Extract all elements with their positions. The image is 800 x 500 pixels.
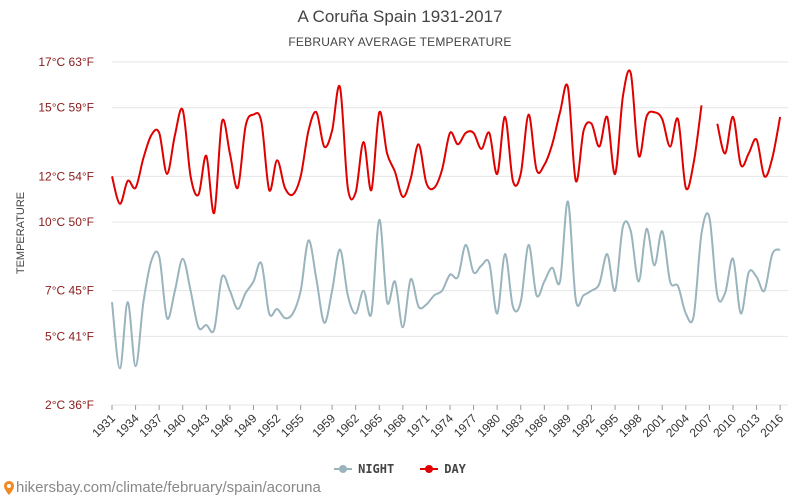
x-tick-label: 1992 xyxy=(569,411,598,440)
y-tick-label: 17°C 63°F xyxy=(38,55,94,69)
legend-day-swatch xyxy=(420,465,439,473)
y-tick-label: 2°C 36°F xyxy=(45,398,94,412)
legend-item-day[interactable]: DAY xyxy=(420,462,466,476)
y-tick-label: 5°C 41°F xyxy=(45,329,94,343)
x-tick-label: 1955 xyxy=(278,411,307,440)
y-axis-label: TEMPERATURE xyxy=(15,192,27,274)
x-tick-label: 1952 xyxy=(254,411,283,440)
x-tick-label: 1980 xyxy=(475,411,504,440)
legend-item-night[interactable]: NIGHT xyxy=(334,462,394,476)
source-link[interactable]: hikersbay.com/climate/february/spain/aco… xyxy=(4,479,321,496)
x-tick-label: 1934 xyxy=(113,411,142,440)
y-axis-ticks: 2°C 36°F 5°C 41°F 7°C 45°F 10°C 50°F 12°C 54… xyxy=(38,55,94,412)
x-tick-label: 1943 xyxy=(184,411,213,440)
y-tick-label: 10°C 50°F xyxy=(38,215,94,229)
y-tick-label: 7°C 45°F xyxy=(45,284,94,298)
legend-night-label: NIGHT xyxy=(358,462,395,476)
x-tick-label: 1949 xyxy=(231,411,260,440)
x-tick-label: 1946 xyxy=(207,411,236,440)
series-line-day xyxy=(716,115,782,178)
x-tick-label: 1962 xyxy=(333,411,362,440)
map-pin-icon xyxy=(4,480,14,495)
series-group xyxy=(111,69,782,370)
legend-night-swatch xyxy=(334,465,353,473)
x-tick-label: 2016 xyxy=(757,411,786,440)
legend-day-label: DAY xyxy=(444,462,466,476)
chart-title: A Coruña Spain 1931-2017 xyxy=(297,7,503,26)
chart-subtitle: FEBRUARY AVERAGE TEMPERATURE xyxy=(288,35,512,49)
series-line-night xyxy=(111,200,781,370)
x-tick-label: 1959 xyxy=(309,411,338,440)
x-tick-label: 2004 xyxy=(663,411,692,440)
x-tick-label: 2007 xyxy=(687,411,716,440)
x-tick-label: 1977 xyxy=(451,411,480,440)
x-tick-label: 1965 xyxy=(357,411,386,440)
x-tick-label: 1974 xyxy=(427,411,456,440)
source-url: hikersbay.com/climate/february/spain/aco… xyxy=(16,479,321,496)
legend: NIGHT DAY xyxy=(0,462,800,476)
x-tick-label: 2013 xyxy=(734,411,763,440)
y-tick-label: 15°C 59°F xyxy=(38,101,94,115)
y-tick-label: 12°C 54°F xyxy=(38,169,94,183)
x-tick-label: 1983 xyxy=(498,411,527,440)
x-tick-label: 1937 xyxy=(137,411,166,440)
x-tick-label: 1989 xyxy=(545,411,574,440)
x-tick-label: 1940 xyxy=(160,411,189,440)
x-tick-label: 1971 xyxy=(404,411,433,440)
grid xyxy=(112,61,788,406)
x-tick-label: 1986 xyxy=(522,411,551,440)
x-tick-label: 1995 xyxy=(592,411,621,440)
x-tick-label: 1931 xyxy=(89,411,118,440)
x-tick-label: 2010 xyxy=(710,411,739,440)
x-tick-label: 1968 xyxy=(380,411,409,440)
x-tick-label: 2001 xyxy=(640,411,669,440)
series-line-day xyxy=(111,69,703,214)
x-tick-label: 1998 xyxy=(616,411,645,440)
